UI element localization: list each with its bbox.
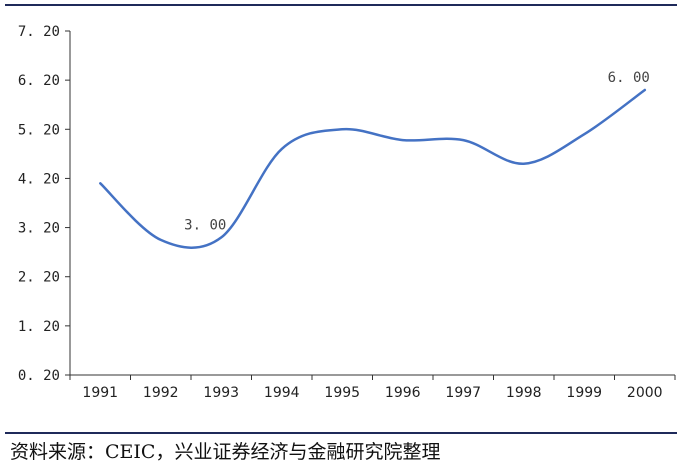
x-tick-label: 1996 [385,385,421,401]
source-note: 资料来源：CEIC，兴业证券经济与金融研究院整理 [10,441,441,463]
x-tick-label: 1991 [82,385,118,401]
x-tick-label: 2000 [627,385,663,401]
x-tick-label: 1998 [506,385,542,401]
y-tick-label: 4. 20 [18,171,60,187]
y-tick-label: 6. 20 [18,73,60,89]
top-border [5,4,677,6]
x-tick-label: 1995 [324,385,360,401]
line-chart: 0. 20 1. 20 2. 20 3. 20 4. 20 5. 20 6. 20 7. 20… [18,24,676,401]
bottom-border [5,432,677,434]
x-tick-label: 1992 [143,385,179,401]
y-tick-label: 0. 20 [18,368,60,384]
x-axis-tick-labels: 1991 1992 1993 1994 1995 1996 1997 1998 1999 2000 [69,375,676,401]
y-axis-tick-labels: 0. 20 1. 20 2. 20 3. 20 4. 20 5. 20 6. 20 7. 20 [18,24,70,384]
y-tick-label: 3. 20 [18,221,60,237]
series-line [99,88,647,249]
y-tick-label: 5. 20 [18,122,60,138]
data-label: 3. 00 [184,217,226,233]
y-tick-label: 1. 20 [18,319,60,335]
y-tick-label: 2. 20 [18,270,60,286]
series-layer [99,88,647,249]
x-tick-label: 1997 [445,385,481,401]
x-tick-label: 1999 [566,385,602,401]
data-labels: 3. 00 6. 00 [184,70,650,233]
y-tick-label: 7. 20 [18,24,60,40]
x-tick-label: 1994 [264,385,300,401]
chart-axes [69,31,675,376]
data-label: 6. 00 [608,70,650,86]
x-tick-label: 1993 [203,385,239,401]
